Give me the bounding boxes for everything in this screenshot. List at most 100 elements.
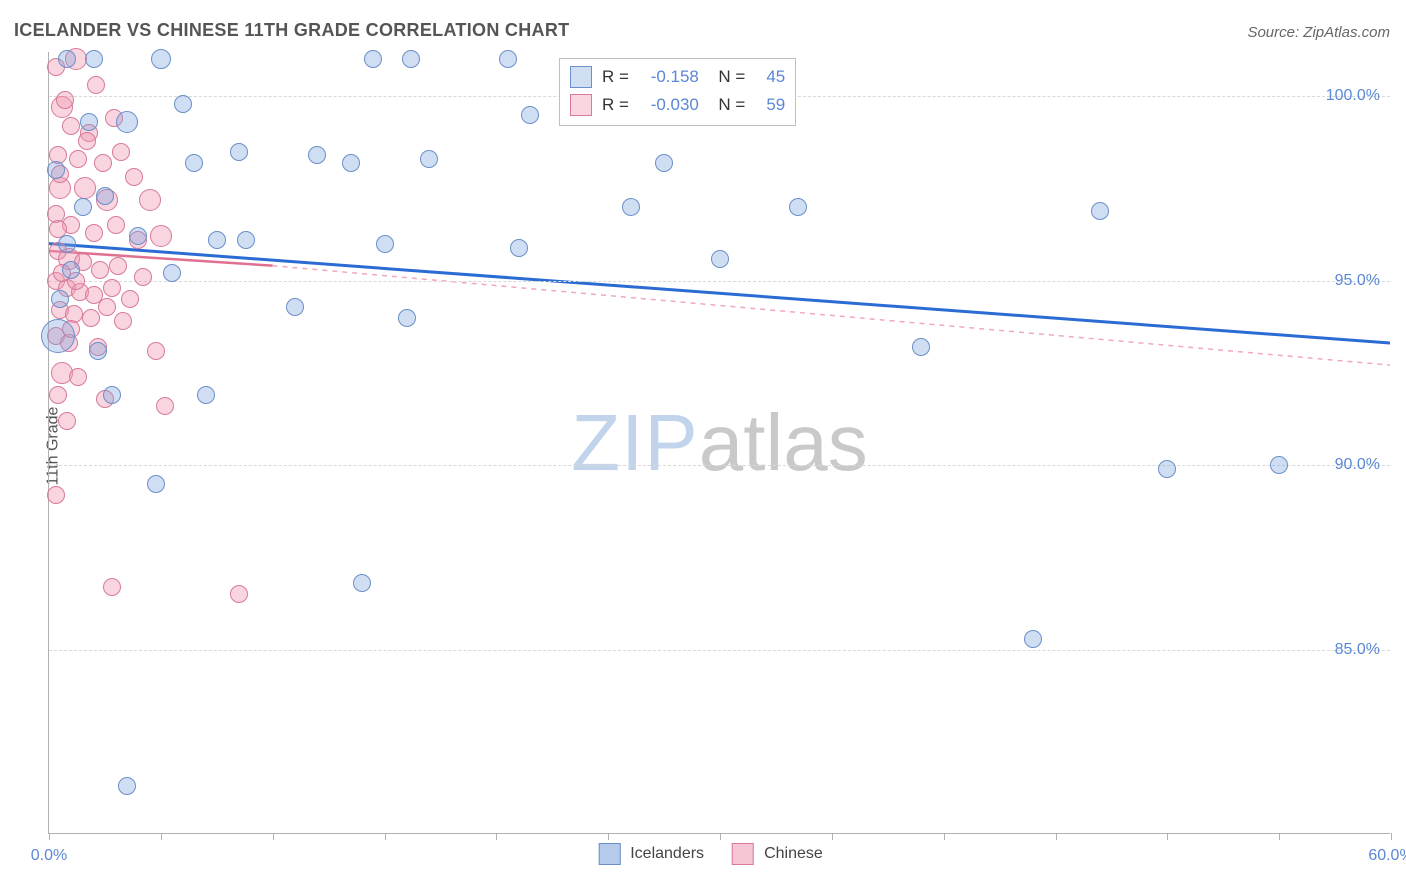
icelanders-point	[342, 154, 360, 172]
stats-r-label: R =	[602, 91, 629, 119]
chinese-point	[103, 279, 121, 297]
swatch-chinese	[570, 94, 592, 116]
chinese-point	[91, 261, 109, 279]
icelanders-point	[789, 198, 807, 216]
stats-r-label: R =	[602, 63, 629, 91]
chart-title: ICELANDER VS CHINESE 11TH GRADE CORRELAT…	[14, 20, 569, 41]
x-tick	[496, 833, 497, 840]
icelanders-point	[118, 777, 136, 795]
x-tick	[1279, 833, 1280, 840]
icelanders-point	[521, 106, 539, 124]
x-tick	[832, 833, 833, 840]
x-tick	[273, 833, 274, 840]
icelanders-point	[912, 338, 930, 356]
stats-n-value: 45	[755, 63, 785, 91]
icelanders-point	[41, 319, 75, 353]
watermark-zip: ZIP	[571, 398, 698, 487]
stats-row-icelanders: R =-0.158 N =45	[570, 63, 785, 91]
icelanders-point	[151, 49, 171, 69]
legend-label: Icelanders	[630, 845, 704, 863]
icelanders-point	[711, 250, 729, 268]
icelanders-point	[163, 264, 181, 282]
chinese-point	[94, 154, 112, 172]
icelanders-point	[1024, 630, 1042, 648]
icelanders-point	[174, 95, 192, 113]
x-tick	[161, 833, 162, 840]
chinese-point	[78, 132, 96, 150]
icelanders-point	[622, 198, 640, 216]
x-tick	[49, 833, 50, 840]
icelanders-point	[286, 298, 304, 316]
chinese-point	[103, 578, 121, 596]
chinese-point	[74, 177, 96, 199]
y-tick-label: 85.0%	[1335, 641, 1380, 659]
icelanders-point	[402, 50, 420, 68]
chinese-point	[56, 91, 74, 109]
icelanders-point	[185, 154, 203, 172]
icelanders-point	[1270, 456, 1288, 474]
stats-box: R = -0.158 N = 45R = -0.030 N = 59	[559, 58, 796, 126]
x-tick-label: 0.0%	[31, 847, 67, 865]
legend-bottom: Icelanders Chinese	[598, 843, 841, 865]
icelanders-point	[237, 231, 255, 249]
icelanders-point	[364, 50, 382, 68]
chinese-point	[147, 342, 165, 360]
chart-plot-area: ZIPatlas 85.0%90.0%95.0%100.0%0.0%60.0%R…	[48, 52, 1390, 834]
chinese-point	[139, 189, 161, 211]
chinese-point	[47, 486, 65, 504]
icelanders-point	[398, 309, 416, 327]
chinese-point	[125, 168, 143, 186]
legend-swatch	[732, 843, 754, 865]
icelanders-point	[376, 235, 394, 253]
icelanders-point	[1158, 460, 1176, 478]
source-label: Source: ZipAtlas.com	[1247, 24, 1390, 41]
stats-n-value: 59	[755, 91, 785, 119]
stats-r-value: -0.158	[639, 63, 699, 91]
x-tick	[608, 833, 609, 840]
icelanders-point	[420, 150, 438, 168]
chinese-point	[134, 268, 152, 286]
x-tick-label: 60.0%	[1368, 847, 1406, 865]
x-tick	[1056, 833, 1057, 840]
gridline-h	[49, 281, 1390, 282]
icelanders-point	[58, 50, 76, 68]
icelanders-point	[208, 231, 226, 249]
icelanders-point	[499, 50, 517, 68]
icelanders-point	[353, 574, 371, 592]
icelanders-point	[80, 113, 98, 131]
chinese-point	[121, 290, 139, 308]
chinese-point	[98, 298, 116, 316]
icelanders-point	[510, 239, 528, 257]
stats-n-label: N =	[709, 91, 745, 119]
chinese-point	[58, 412, 76, 430]
icelanders-point	[147, 475, 165, 493]
chinese-point	[112, 143, 130, 161]
chinese-point	[107, 216, 125, 234]
chinese-point	[62, 117, 80, 135]
x-tick	[944, 833, 945, 840]
icelanders-point	[51, 290, 69, 308]
icelanders-point	[74, 198, 92, 216]
chinese-point	[114, 312, 132, 330]
x-tick	[1391, 833, 1392, 840]
icelanders-point	[308, 146, 326, 164]
chinese-point	[69, 368, 87, 386]
icelanders-point	[62, 261, 80, 279]
stats-row-chinese: R = -0.030 N = 59	[570, 91, 785, 119]
x-tick	[1167, 833, 1168, 840]
icelanders-point	[103, 386, 121, 404]
stats-r-value: -0.030	[639, 91, 699, 119]
icelanders-point	[655, 154, 673, 172]
y-tick-label: 90.0%	[1335, 456, 1380, 474]
icelanders-point	[1091, 202, 1109, 220]
icelanders-point	[129, 227, 147, 245]
icelanders-point	[89, 342, 107, 360]
gridline-h	[49, 465, 1390, 466]
legend-label: Chinese	[764, 845, 823, 863]
x-tick	[720, 833, 721, 840]
y-tick-label: 100.0%	[1326, 87, 1380, 105]
icelanders-point	[47, 161, 65, 179]
icelanders-point	[96, 187, 114, 205]
watermark-atlas: atlas	[699, 398, 868, 487]
watermark: ZIPatlas	[571, 397, 867, 489]
